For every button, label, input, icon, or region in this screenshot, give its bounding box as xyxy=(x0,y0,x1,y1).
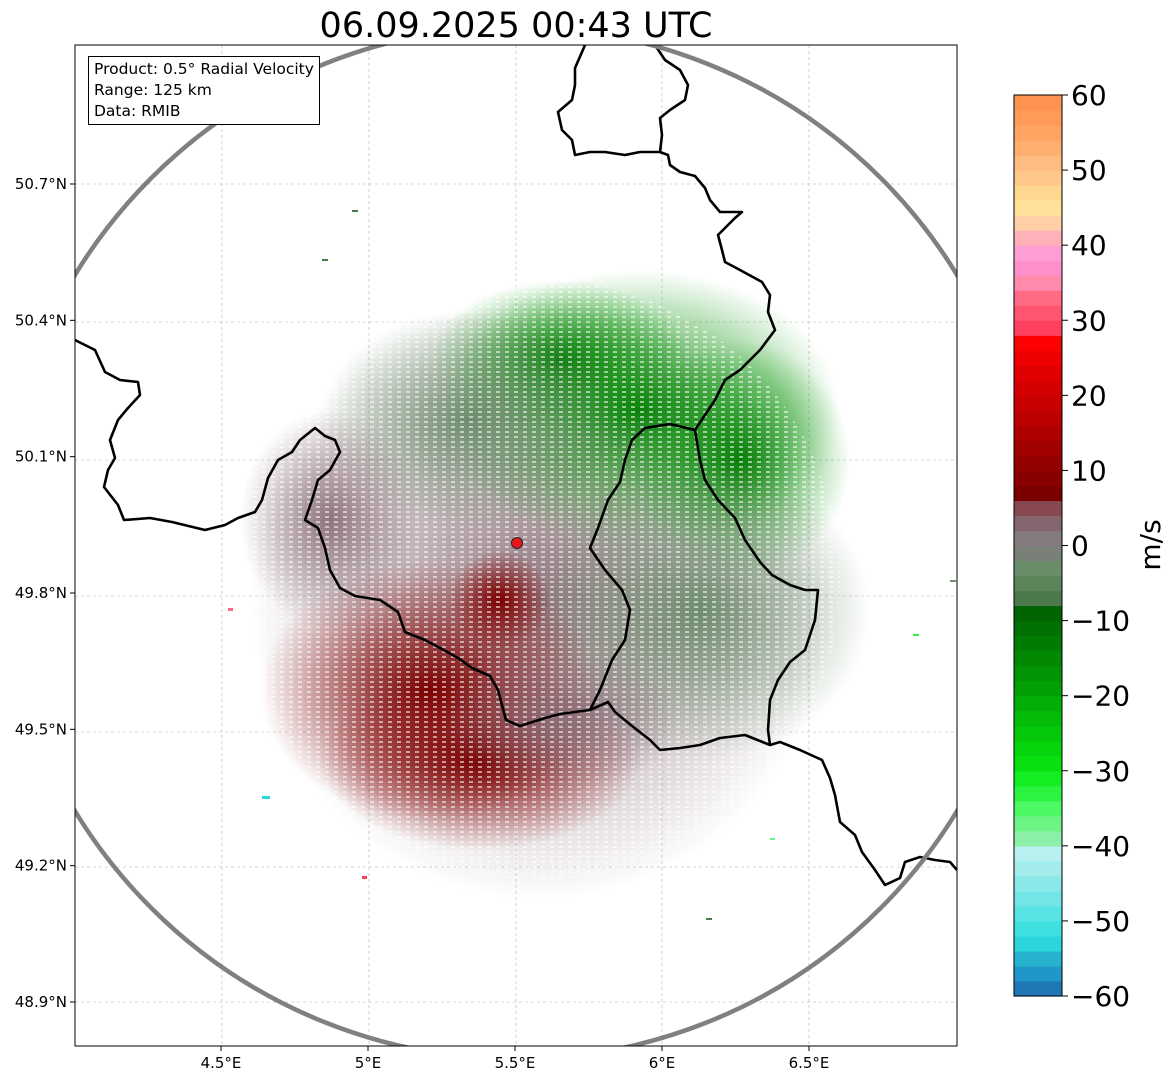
lon-tick-label: 6°E xyxy=(649,1054,676,1072)
lat-tick-label: 50.1°N xyxy=(15,448,67,466)
lat-tick-label: 48.9°N xyxy=(15,993,67,1011)
lat-tick-label: 50.4°N xyxy=(15,311,67,329)
map-title: 06.09.2025 00:43 UTC xyxy=(319,6,713,46)
lon-tick-label: 4.5°E xyxy=(201,1054,242,1072)
lat-tick-label: 49.5°N xyxy=(15,720,67,738)
info-product: Product: 0.5° Radial Velocity xyxy=(94,60,314,78)
radar-site-marker xyxy=(511,537,523,549)
lon-tick-label: 5°E xyxy=(355,1054,382,1072)
velocity-field xyxy=(228,210,956,920)
info-data-source: Data: RMIB xyxy=(94,102,181,120)
lon-tick-label: 5.5°E xyxy=(495,1054,536,1072)
plot-frame xyxy=(74,44,958,1047)
longitude-axis: 4.5°E 5°E 5.5°E 6°E 6.5°E xyxy=(201,1046,830,1072)
product-info-box: Product: 0.5° Radial Velocity Range: 125… xyxy=(88,56,320,125)
lat-tick-label: 49.8°N xyxy=(15,584,67,602)
lon-tick-label: 6.5°E xyxy=(789,1054,830,1072)
country-borders xyxy=(75,45,957,887)
lat-tick-label: 50.7°N xyxy=(15,175,67,193)
latitude-axis: 50.7°N 50.4°N 50.1°N 49.8°N 49.5°N 49.2°N 48.9… xyxy=(15,175,75,1011)
info-range: Range: 125 km xyxy=(94,81,212,99)
lat-tick-label: 49.2°N xyxy=(15,857,67,875)
